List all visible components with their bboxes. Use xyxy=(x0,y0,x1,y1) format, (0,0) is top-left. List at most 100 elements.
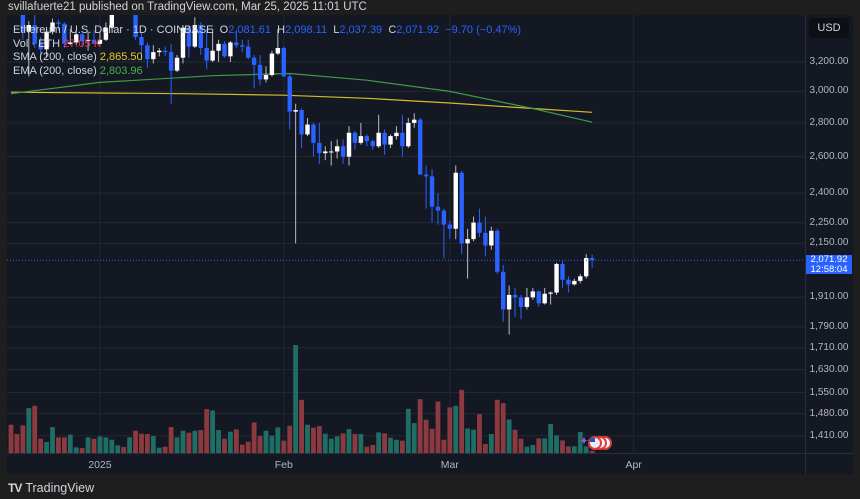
candle-body xyxy=(162,50,168,53)
volume-bar xyxy=(85,437,91,453)
candle-body xyxy=(109,15,115,28)
volume-bar xyxy=(370,445,376,453)
candle-body xyxy=(281,47,286,77)
candle-body xyxy=(578,276,583,281)
candle-body xyxy=(157,50,162,53)
candle xyxy=(459,170,464,255)
candle xyxy=(382,129,387,155)
high-label: H xyxy=(277,24,286,36)
sma-value: 2,865.50 xyxy=(99,51,143,63)
candle-body xyxy=(275,47,281,54)
candle-body xyxy=(210,50,215,61)
currency-button[interactable]: USD xyxy=(809,18,849,38)
candle-body xyxy=(198,25,203,48)
candle xyxy=(536,290,541,307)
candle-body xyxy=(79,34,85,42)
candle-body xyxy=(299,110,304,135)
candle-body xyxy=(471,222,476,240)
volume-bar xyxy=(465,428,471,453)
candle-body xyxy=(548,292,553,294)
volume-bar xyxy=(56,437,61,453)
chart-panel[interactable] xyxy=(7,15,853,474)
candle-body xyxy=(429,176,435,207)
candle xyxy=(305,118,310,137)
candle xyxy=(222,41,227,58)
candle-body xyxy=(417,119,423,175)
economic-event-markers xyxy=(579,436,612,450)
open-label: O xyxy=(219,24,229,36)
candle xyxy=(530,287,536,300)
candle-body xyxy=(305,124,310,135)
candle-body xyxy=(44,31,49,50)
symbol-name[interactable]: Ethereum / U.S. Dollar · 1D · COINBASE xyxy=(13,24,214,36)
candle xyxy=(293,103,298,244)
price-tick-label: 1,410.00 xyxy=(809,429,849,441)
price-chart[interactable] xyxy=(7,15,853,474)
candle xyxy=(495,228,500,275)
volume-bar xyxy=(115,445,121,453)
volume-bar xyxy=(388,437,393,453)
volume-bar xyxy=(50,427,55,453)
candle-body xyxy=(477,222,482,233)
volume-bar xyxy=(429,428,435,453)
volume-bar xyxy=(316,426,322,453)
candle xyxy=(162,46,168,57)
candle xyxy=(400,114,405,157)
candle xyxy=(74,31,79,46)
candle-body xyxy=(524,297,530,307)
candle xyxy=(281,46,286,77)
candle xyxy=(506,285,512,335)
ema-label[interactable]: EMA (200, close) xyxy=(13,64,97,77)
price-tick-label: 3,000.00 xyxy=(809,85,849,97)
volume-label[interactable]: Vol · ETH xyxy=(13,37,61,50)
volume-bar xyxy=(186,432,192,453)
volume-bar xyxy=(204,409,210,453)
volume-bar xyxy=(548,424,554,453)
candle xyxy=(572,278,577,286)
volume-bar xyxy=(121,447,127,453)
volume-bar xyxy=(61,437,67,453)
candle-body xyxy=(222,43,227,57)
candle-body xyxy=(26,25,31,32)
star-event-icon xyxy=(579,437,589,444)
candle-body xyxy=(412,119,417,123)
volume-bar xyxy=(530,445,536,453)
volume-bar xyxy=(477,414,482,453)
candle xyxy=(578,274,583,284)
candle xyxy=(269,50,275,77)
candle-body xyxy=(554,263,559,293)
volume-bar xyxy=(103,437,109,453)
chart-legend: Ethereum / U.S. Dollar · 1D · COINBASE O… xyxy=(13,24,521,78)
candle-body xyxy=(50,22,55,32)
volume-bar xyxy=(358,434,364,453)
candle-body xyxy=(382,132,387,145)
candle-body xyxy=(566,279,571,285)
candle xyxy=(388,134,393,148)
candle xyxy=(139,33,144,61)
candle xyxy=(246,39,251,60)
volume-bar xyxy=(340,433,346,453)
volume-bar xyxy=(269,435,275,453)
volume-bar xyxy=(542,438,548,453)
candle-body xyxy=(85,39,91,42)
volume-bar xyxy=(577,432,583,453)
volume-bar xyxy=(311,427,316,453)
candle-body xyxy=(234,42,239,46)
candle xyxy=(168,43,174,104)
volume-bar xyxy=(239,444,245,453)
volume-bar xyxy=(536,438,542,453)
sma-label[interactable]: SMA (200, close) xyxy=(13,51,97,63)
candle xyxy=(329,141,334,166)
candle xyxy=(471,216,476,242)
candle-body xyxy=(20,15,26,32)
candle-body xyxy=(293,110,298,112)
volume-bar xyxy=(139,433,144,453)
candle-body xyxy=(512,294,518,298)
candle xyxy=(554,262,559,295)
candle xyxy=(441,208,447,259)
candle-body xyxy=(329,151,334,153)
volume-bar xyxy=(488,434,494,453)
volume-bars xyxy=(8,345,595,453)
price-tick-label: 2,600.00 xyxy=(809,150,849,162)
candle-body xyxy=(186,27,192,47)
